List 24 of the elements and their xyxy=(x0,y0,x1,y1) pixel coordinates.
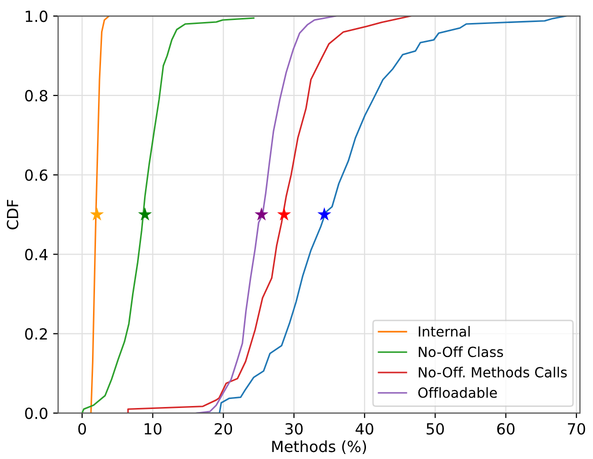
legend-label: Internal xyxy=(418,326,470,337)
y-tick-label: 1.0 xyxy=(26,10,48,22)
x-tick-label: 40 xyxy=(356,423,374,435)
x-tick-label: 30 xyxy=(285,423,303,435)
line-series xyxy=(81,17,254,414)
line-series xyxy=(127,16,412,414)
y-tick-label: 0.8 xyxy=(25,90,48,102)
y-axis-title: CDF xyxy=(6,200,18,230)
y-tick-label: 0.4 xyxy=(25,248,48,260)
y-tick-label: 0.6 xyxy=(25,169,48,181)
y-tick-label: 0.2 xyxy=(25,328,47,340)
x-tick-label: 10 xyxy=(144,423,162,435)
legend-label: Offloadable xyxy=(418,387,497,398)
legend-label: No-Off. Methods Calls xyxy=(418,366,567,378)
line-series xyxy=(196,16,336,414)
x-axis-title: Methods (%) xyxy=(272,440,366,454)
y-tick-label: 0.0 xyxy=(25,408,48,420)
x-tick-label: 70 xyxy=(568,423,586,435)
x-tick-label: 50 xyxy=(426,423,444,435)
x-tick-label: 20 xyxy=(214,423,232,435)
x-tick-label: 60 xyxy=(497,423,515,435)
legend-label: No-Off Class xyxy=(418,346,504,358)
line-series xyxy=(90,16,110,414)
x-tick-label: 0 xyxy=(78,423,86,435)
